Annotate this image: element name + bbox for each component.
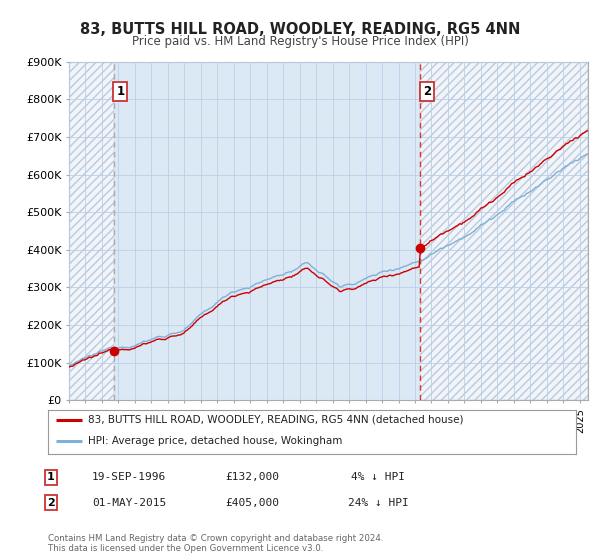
Text: 83, BUTTS HILL ROAD, WOODLEY, READING, RG5 4NN (detached house): 83, BUTTS HILL ROAD, WOODLEY, READING, R… (88, 415, 463, 425)
Text: 1: 1 (47, 472, 55, 482)
Text: 19-SEP-1996: 19-SEP-1996 (92, 472, 166, 482)
Text: 2: 2 (423, 85, 431, 98)
Text: 83, BUTTS HILL ROAD, WOODLEY, READING, RG5 4NN: 83, BUTTS HILL ROAD, WOODLEY, READING, R… (80, 22, 520, 38)
Text: HPI: Average price, detached house, Wokingham: HPI: Average price, detached house, Woki… (88, 436, 342, 446)
Text: 2: 2 (47, 498, 55, 508)
Text: £405,000: £405,000 (225, 498, 279, 508)
Text: 24% ↓ HPI: 24% ↓ HPI (347, 498, 409, 508)
Text: £132,000: £132,000 (225, 472, 279, 482)
Text: 01-MAY-2015: 01-MAY-2015 (92, 498, 166, 508)
Text: 1: 1 (116, 85, 124, 98)
Text: Price paid vs. HM Land Registry's House Price Index (HPI): Price paid vs. HM Land Registry's House … (131, 35, 469, 48)
Text: Contains HM Land Registry data © Crown copyright and database right 2024.
This d: Contains HM Land Registry data © Crown c… (48, 534, 383, 553)
Text: 4% ↓ HPI: 4% ↓ HPI (351, 472, 405, 482)
